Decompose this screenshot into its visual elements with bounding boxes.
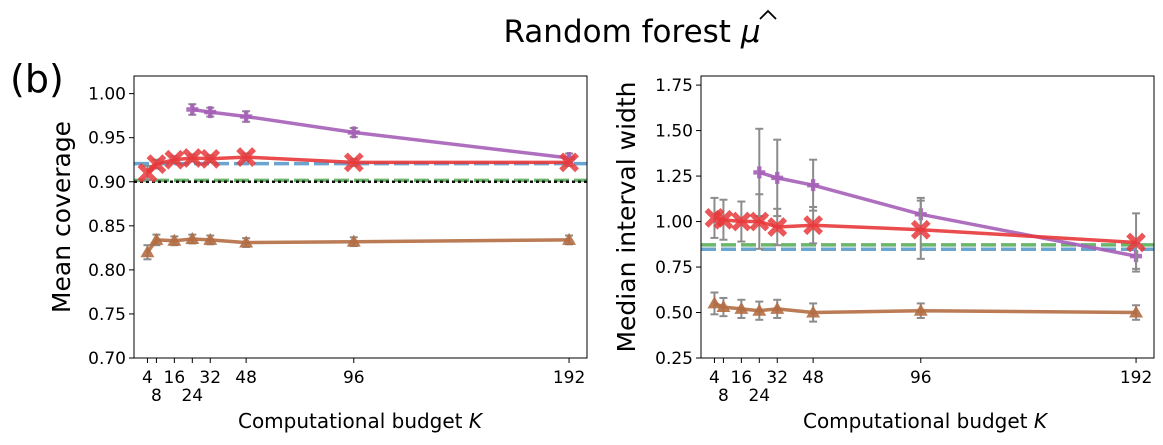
p1-s2-triangle-marker-5 [806, 305, 821, 318]
p0-s1-x-marker-5 [236, 147, 257, 167]
p0-y-tick-label-1: 0.75 [88, 305, 126, 325]
p1-s1-x-marker-7 [1126, 232, 1146, 253]
p0-y-tick-label-0: 0.70 [88, 349, 126, 369]
p0-s2-triangle-marker-5 [239, 235, 254, 248]
left-x-axis-label: Computational budget K [238, 409, 484, 433]
p1-s1-x-marker-2 [731, 211, 752, 232]
p0-s0-plus-marker-3 [347, 126, 360, 139]
p0-x-tick-label-2: 16 [164, 368, 186, 388]
p0-s0-plus-marker-1 [204, 106, 217, 119]
left-x-axis-label-var: K [469, 409, 484, 433]
p1-s2-triangle-marker-7 [1129, 305, 1144, 318]
p1-x-tick-label-4: 32 [766, 368, 788, 388]
right-x-axis-label-text: Computational budget [803, 409, 1028, 433]
left-y-axis-label: Mean coverage [47, 121, 76, 313]
p0-x-tick-label-0: 4 [142, 368, 153, 388]
p1-s2-triangle-marker-1 [716, 300, 731, 313]
p1-x-tick-label-5: 48 [802, 368, 824, 388]
p1-x-tick-label-3: 24 [748, 386, 770, 406]
p1-s1-x-marker-4 [767, 217, 788, 237]
p1-s2-triangle-marker-4 [770, 301, 785, 314]
p0-axes-frame [133, 75, 588, 359]
p1-y-tick-label-5: 1.50 [655, 122, 693, 142]
p1-x-tick-label-0: 4 [709, 368, 720, 388]
p1-x-tick-label-2: 16 [731, 368, 753, 388]
p1-x-tick-label-1: 8 [718, 386, 729, 406]
right-y-axis-label: Median interval width [612, 81, 641, 352]
hat-accent [759, 9, 777, 20]
p0-x-tick-label-1: 8 [151, 386, 162, 406]
p0-x-tick-label-6: 96 [343, 368, 365, 388]
left-chart: Mean coverage Computational budget K 0.7… [47, 75, 588, 433]
p1-s2-triangle-marker-3 [752, 303, 767, 316]
p1-y-tick-label-0: 0.25 [655, 349, 693, 369]
p1-y-tick-label-3: 1.00 [655, 213, 693, 233]
p1-s1-x-marker-6 [910, 219, 931, 240]
p1-x-tick-label-7: 192 [1120, 368, 1152, 388]
p0-s1-x-marker-2 [164, 149, 185, 170]
p0-s2-triangle-marker-1 [149, 232, 164, 245]
p0-s2-triangle-marker-7 [562, 232, 577, 245]
p0-s0-plus-marker-2 [240, 110, 253, 123]
p1-x-tick-label-6: 96 [910, 368, 932, 388]
p0-s0-plus-marker-0 [186, 103, 199, 116]
panel-label: (b) [10, 57, 64, 101]
p1-y-tick-label-1: 0.50 [655, 304, 693, 324]
p0-s2-triangle-marker-3 [185, 232, 200, 245]
p0-y-tick-label-2: 0.80 [88, 261, 126, 281]
p0-y-tick-label-6: 1.00 [88, 85, 126, 105]
p0-x-tick-label-4: 32 [199, 368, 221, 388]
p0-s1-x-marker-1 [146, 154, 167, 175]
p0-s1-x-marker-4 [200, 148, 221, 169]
p0-s1-x-marker-3 [182, 148, 203, 168]
p1-s2-triangle-marker-2 [734, 301, 749, 314]
right-x-axis-label-var: K [1034, 409, 1049, 433]
p1-y-tick-label-4: 1.25 [655, 167, 693, 187]
p0-y-tick-label-5: 0.95 [88, 129, 126, 149]
p0-s2-triangle-marker-4 [203, 232, 218, 245]
p1-s1-x-marker-3 [749, 211, 770, 232]
p0-s2-triangle-marker-2 [167, 233, 182, 246]
right-x-axis-label: Computational budget K [803, 409, 1049, 433]
figure-title: Random forest μ [503, 14, 760, 50]
p0-y-tick-label-3: 0.85 [88, 217, 126, 237]
p1-y-tick-label-2: 0.75 [655, 258, 693, 278]
p0-y-tick-label-4: 0.90 [88, 173, 126, 193]
right-chart: Median interval width Computational budg… [612, 75, 1155, 433]
p1-s0-plus-marker-1 [771, 171, 784, 184]
p1-axes-frame [700, 75, 1155, 359]
p0-s2-triangle-marker-0 [140, 245, 155, 258]
p1-s2-triangle-marker-0 [707, 296, 722, 309]
p1-s1-x-marker-1 [713, 209, 734, 230]
p1-s0-plus-marker-2 [807, 179, 820, 192]
p0-x-tick-label-5: 48 [235, 368, 257, 388]
figure-title-symbol: μ [740, 14, 761, 50]
p0-s1-x-marker-6 [343, 152, 364, 173]
p1-s1-x-marker-5 [803, 215, 824, 236]
figure-title-text: Random forest [503, 14, 731, 50]
p1-s0-plus-marker-0 [753, 166, 766, 179]
p0-x-tick-label-7: 192 [553, 368, 585, 388]
left-x-axis-label-text: Computational budget [238, 409, 463, 433]
p1-s2-triangle-marker-6 [913, 303, 928, 316]
p1-y-tick-label-6: 1.75 [655, 76, 693, 96]
p0-s1-x-marker-7 [559, 152, 579, 173]
p0-s2-triangle-marker-6 [346, 234, 361, 247]
p0-x-tick-label-3: 24 [181, 386, 203, 406]
